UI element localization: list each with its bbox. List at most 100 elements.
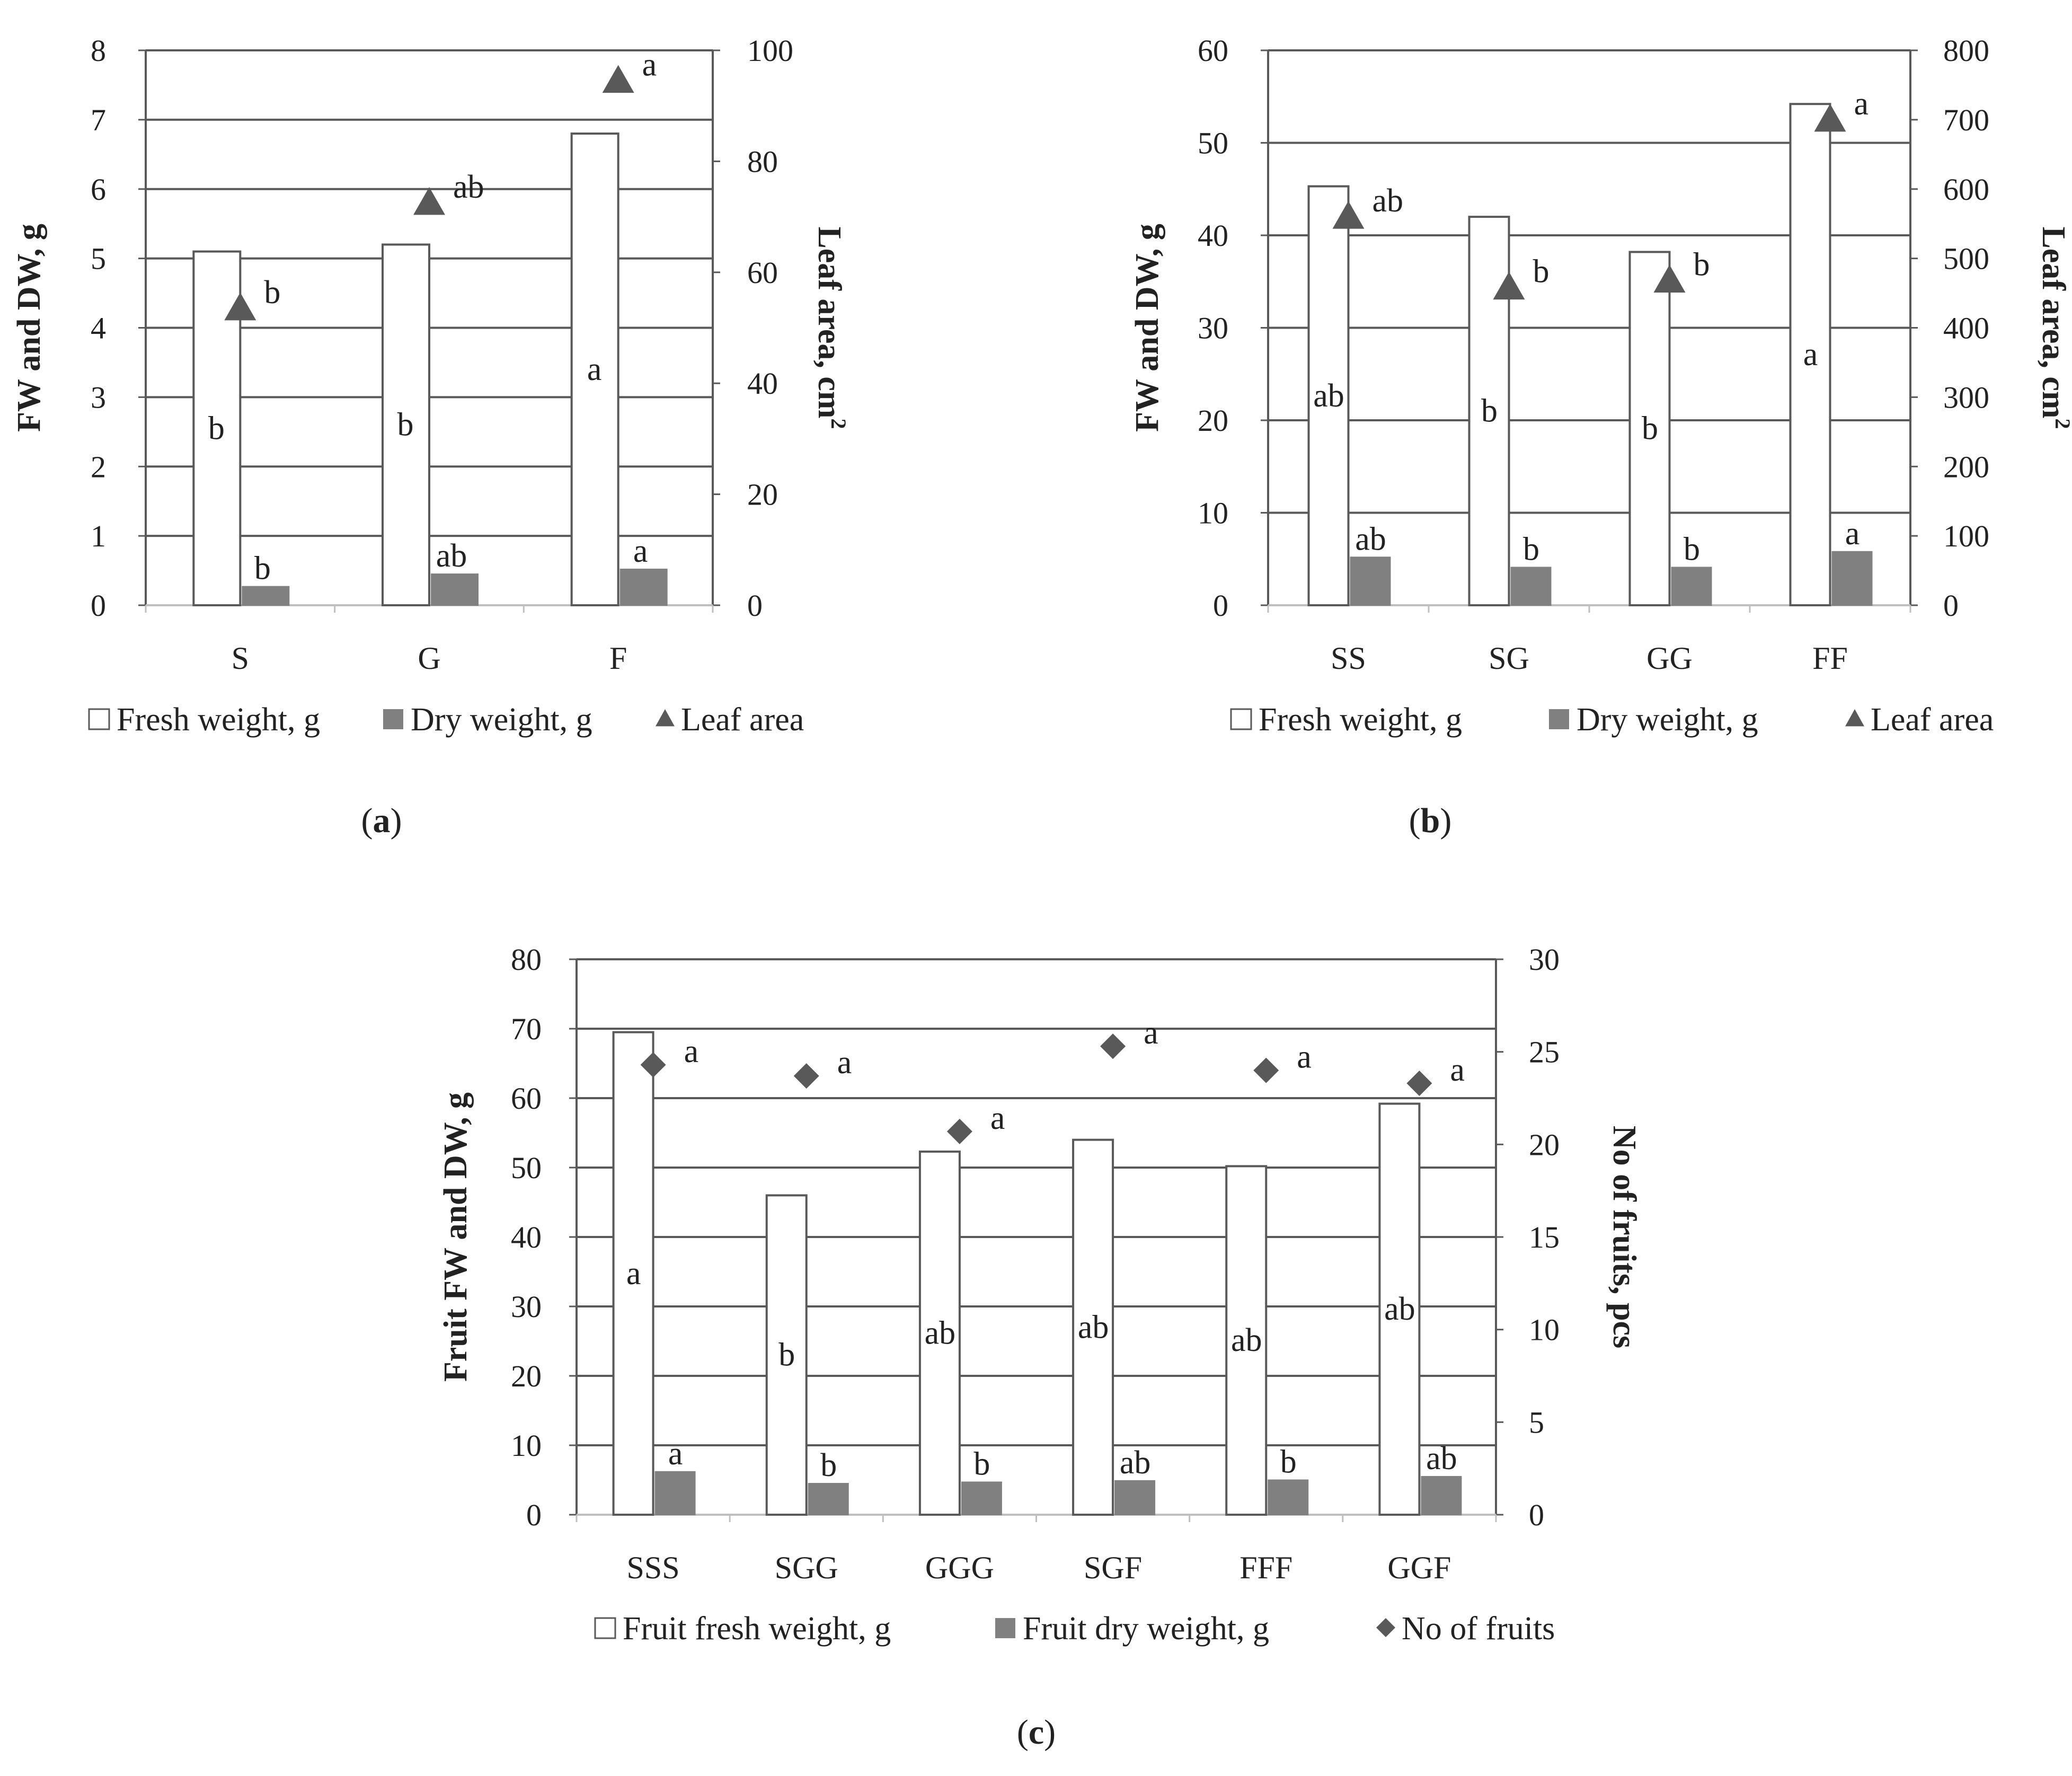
fresh-weight-bar <box>765 1194 808 1516</box>
marker-sig-label: ab <box>1373 183 1404 219</box>
y-tick-label: 60 <box>511 1081 542 1116</box>
y-tick-label: 7 <box>91 103 106 137</box>
legend-label: Fresh weight, g <box>1259 702 1462 738</box>
panel-label-part: ( <box>1409 801 1421 840</box>
marker-sig-label: b <box>1533 254 1549 290</box>
panel-label-part: ) <box>1044 1713 1056 1752</box>
y2-tick-label: 200 <box>1943 449 1989 484</box>
y2-tick-label: 0 <box>1943 588 1959 623</box>
y-tick-label: 70 <box>511 1012 542 1046</box>
dry-weight-sig-label: a <box>668 1436 683 1472</box>
dry-weight-sig-label: ab <box>1426 1441 1457 1477</box>
y2-axis-label: Leaf area, cm2 <box>2035 226 2072 429</box>
y-tick-label: 40 <box>1198 218 1228 253</box>
dry-weight-bar <box>808 1483 849 1516</box>
x-category-label: GG <box>1646 641 1693 676</box>
y2-tick-label: 40 <box>747 366 778 401</box>
y-tick-label: 0 <box>91 588 106 623</box>
marker-sig-label: b <box>1694 247 1710 283</box>
y2-axis-label: No of fruits, pcs <box>1606 1126 1642 1348</box>
dry-weight-bar <box>431 573 479 606</box>
fresh-weight-bar <box>1225 1165 1268 1516</box>
y2-tick-label: 20 <box>1529 1127 1560 1162</box>
dry-weight-sig-label: b <box>1523 531 1539 567</box>
marker-sig-label: a <box>1450 1052 1465 1088</box>
no-of-fruits-marker <box>1406 1071 1432 1097</box>
y2-tick-label: 300 <box>1943 380 1989 414</box>
dry-weight-bar <box>1831 551 1873 606</box>
fresh-weight-bar <box>382 243 430 606</box>
fresh-weight-bar <box>570 132 619 607</box>
dry-weight-bar <box>1114 1480 1156 1516</box>
y-tick-label: 10 <box>1198 496 1228 531</box>
y2-tick-label: 10 <box>1529 1313 1560 1347</box>
leaf-area-marker <box>1493 271 1525 300</box>
x-category-label: FFF <box>1239 1550 1292 1585</box>
leaf-area-marker <box>1653 264 1686 293</box>
y2-tick-label: 100 <box>1943 519 1989 553</box>
legend-swatch-dry <box>383 709 403 729</box>
no-of-fruits-marker <box>1253 1057 1279 1083</box>
x-category-label: SGG <box>775 1550 838 1585</box>
no-of-fruits-marker <box>793 1063 819 1089</box>
legend-label: Dry weight, g <box>411 702 592 738</box>
legend-label: Fruit dry weight, g <box>1023 1611 1269 1647</box>
dry-weight-sig-label: b <box>254 551 271 587</box>
dry-weight-bar <box>1421 1475 1462 1515</box>
y-tick-label: 80 <box>511 942 542 977</box>
dry-weight-bar <box>1268 1479 1309 1515</box>
fresh-weight-sig-label: a <box>626 1256 641 1292</box>
y2-tick-label: 700 <box>1943 103 1989 137</box>
legend-label: Fruit fresh weight, g <box>623 1611 891 1647</box>
dry-weight-sig-label: b <box>973 1446 990 1482</box>
legend-label: Leaf area <box>681 702 804 738</box>
panel-label: (a) <box>361 801 402 840</box>
x-category-label: SS <box>1331 641 1366 676</box>
panel-label: (b) <box>1409 801 1452 840</box>
y-tick-label: 60 <box>1198 33 1228 68</box>
y2-tick-label: 25 <box>1529 1035 1560 1070</box>
legend-swatch-marker <box>656 709 675 727</box>
y-tick-label: 5 <box>91 242 106 276</box>
x-category-label: S <box>232 641 249 676</box>
y2-tick-label: 5 <box>1529 1405 1544 1439</box>
y-tick-label: 30 <box>511 1289 542 1324</box>
y2-axis-label-superscript: 2 <box>827 419 851 429</box>
y2-tick-label: 400 <box>1943 311 1989 346</box>
fresh-weight-sig-label: ab <box>1231 1322 1262 1358</box>
panel-label-part: ( <box>361 801 373 840</box>
y-tick-label: 20 <box>1198 403 1228 438</box>
x-category-label: SG <box>1489 641 1529 676</box>
leaf-area-marker <box>1332 201 1365 229</box>
fresh-weight-bar <box>1628 251 1671 607</box>
x-category-label: GGF <box>1387 1550 1451 1585</box>
dry-weight-bar <box>1350 556 1391 606</box>
dry-weight-sig-label: ab <box>436 538 467 574</box>
x-category-label: G <box>418 641 440 676</box>
legend-swatch-marker <box>1845 709 1864 727</box>
leaf-area-marker <box>602 65 634 93</box>
no-of-fruits-marker <box>946 1118 972 1144</box>
y2-tick-label: 600 <box>1943 172 1989 207</box>
y-tick-label: 20 <box>511 1359 542 1393</box>
y-axis-label: Fruit FW and DW, g <box>438 1092 474 1382</box>
y2-tick-label: 800 <box>1943 33 1989 68</box>
fresh-weight-bar <box>1378 1102 1421 1516</box>
dry-weight-sig-label: ab <box>1120 1445 1151 1481</box>
marker-sig-label: a <box>990 1100 1005 1136</box>
legend-label: Fresh weight, g <box>117 702 320 738</box>
fresh-weight-bar <box>1072 1138 1114 1516</box>
y2-tick-label: 80 <box>747 144 778 179</box>
y-tick-label: 0 <box>526 1498 542 1532</box>
marker-sig-label: a <box>1297 1039 1312 1075</box>
dry-weight-bar <box>619 568 668 606</box>
x-category-label: SGF <box>1084 1550 1142 1585</box>
y-tick-label: 6 <box>91 172 106 207</box>
fresh-weight-sig-label: b <box>778 1337 795 1373</box>
x-category-label: SSS <box>627 1550 680 1585</box>
fresh-weight-bar <box>918 1150 961 1516</box>
fresh-weight-sig-label: b <box>397 407 414 443</box>
dry-weight-bar <box>654 1471 696 1516</box>
